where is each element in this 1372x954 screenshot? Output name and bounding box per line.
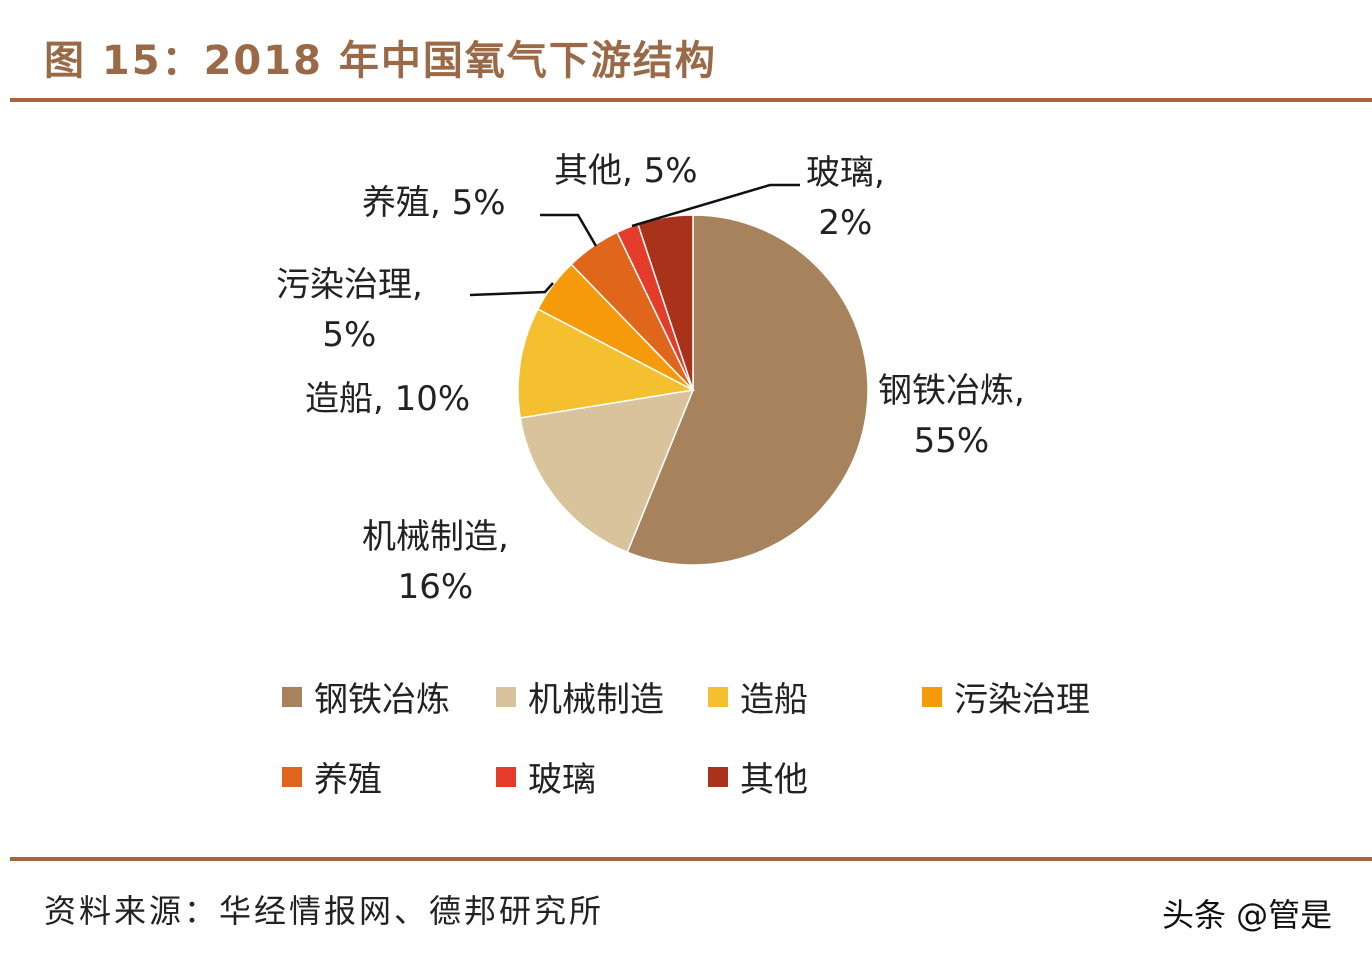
label-shipbuilding: 造船, 10% [305, 379, 471, 419]
pie-slice-2 [517, 308, 696, 419]
legend-item-steel: 钢铁冶炼 [282, 672, 450, 721]
legend-item-shipbuilding: 造船 [708, 672, 808, 721]
legend-item-machinery: 机械制造 [496, 672, 664, 721]
legend-swatch [496, 766, 516, 787]
leader-line-pollution [469, 282, 554, 297]
pie-slice-0 [626, 214, 869, 566]
legend-item-aquaculture: 养殖 [282, 752, 382, 801]
label-steel: 钢铁冶炼, 55% [878, 371, 1025, 461]
label-other: 其他, 5% [554, 151, 698, 191]
legend-item-other: 其他 [708, 752, 808, 801]
label-glass: 玻璃, 2% [806, 153, 885, 243]
legend-swatch [922, 686, 942, 707]
legend-item-glass: 玻璃 [496, 752, 596, 801]
leader-line-aquaculture [540, 213, 598, 247]
label-aquaculture: 养殖, 5% [362, 183, 506, 223]
leader-line-glass [631, 183, 800, 228]
legend-swatch [708, 766, 728, 787]
legend-swatch [708, 686, 728, 707]
bottom-rule [10, 857, 1372, 861]
watermark: 头条 @管是 [1162, 896, 1333, 934]
top-rule [10, 98, 1372, 102]
source-note: 资料来源：华经情报网、德邦研究所 [44, 892, 605, 930]
pie-slice-1 [519, 389, 695, 554]
legend-swatch [496, 686, 516, 707]
legend-item-pollution: 污染治理 [922, 672, 1090, 721]
figure-title: 图 15：2018 年中国氧气下游结构 [44, 38, 717, 84]
label-machinery: 机械制造, 16% [362, 517, 509, 607]
legend-swatch [282, 766, 302, 787]
legend-swatch [282, 686, 302, 707]
label-pollution: 污染治理, 5% [276, 265, 423, 355]
